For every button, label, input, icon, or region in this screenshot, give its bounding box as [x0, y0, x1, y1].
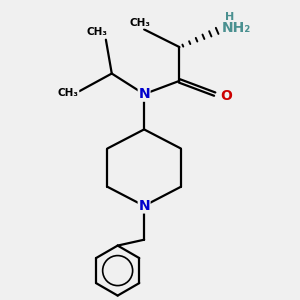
Text: O: O	[220, 88, 232, 103]
Text: NH₂: NH₂	[222, 21, 251, 35]
Text: CH₃: CH₃	[87, 27, 108, 38]
Text: N: N	[138, 87, 150, 101]
Text: CH₃: CH₃	[58, 88, 79, 98]
Text: CH₃: CH₃	[129, 18, 150, 28]
Text: H: H	[225, 12, 234, 22]
Text: N: N	[138, 199, 150, 213]
